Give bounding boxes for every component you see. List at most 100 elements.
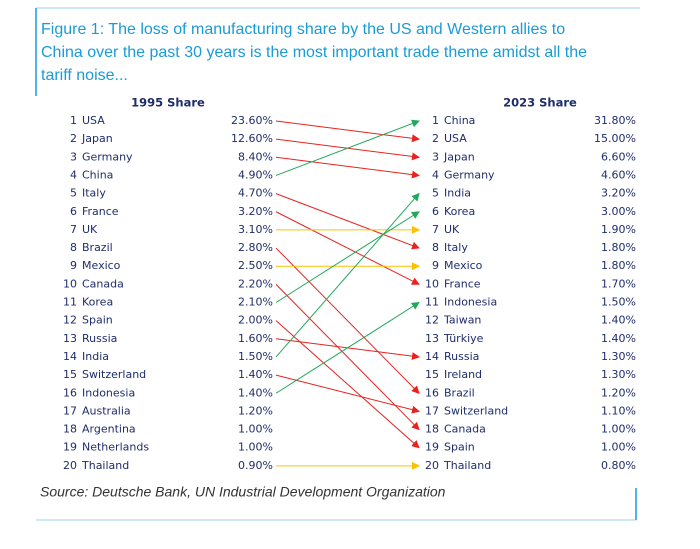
right-share: 3.20% [601,187,636,200]
left-rank: 4 [70,168,77,181]
right-share: 4.60% [601,168,636,181]
left-country: India [82,350,109,363]
right-share: 1.40% [601,332,636,345]
right-country: UK [444,223,460,236]
left-share: 2.80% [238,241,273,254]
right-rank: 12 [425,314,439,327]
left-rank: 6 [70,205,77,218]
right-country: Türkiye [443,332,484,345]
left-rank: 10 [63,277,77,290]
right-rank: 13 [425,332,439,345]
left-country: UK [82,223,98,236]
rank-arrow [275,247,420,394]
left-country: Thailand [81,459,129,472]
rank-arrow [275,193,420,250]
left-share: 23.60% [231,114,273,127]
right-country: Indonesia [444,296,497,309]
left-country: China [82,168,113,181]
right-rank: 18 [425,423,439,436]
right-share: 1.50% [601,296,636,309]
rank-arrow [275,156,420,179]
left-country: Italy [82,187,106,200]
rank-arrow [275,192,420,358]
right-country: France [444,277,481,290]
right-rank: 3 [432,150,439,163]
title-line: tariff noise... [41,67,128,84]
right-country: China [444,114,475,127]
right-share: 15.00% [594,132,636,145]
right-share: 1.40% [601,314,636,327]
right-country: Italy [444,241,468,254]
right-rank: 2 [432,132,439,145]
right-share: 1.70% [601,277,636,290]
right-share: 1.00% [601,423,636,436]
left-country: Switzerland [82,368,146,381]
right-header: 2023 Share [503,96,577,110]
left-share: 1.40% [238,368,273,381]
right-country: Thailand [443,459,491,472]
left-rank: 1 [70,114,77,127]
left-share: 4.70% [238,187,273,200]
right-country: Spain [444,441,475,454]
right-country: India [444,187,471,200]
left-country: USA [82,114,105,127]
left-country: Mexico [82,259,121,272]
left-rank: 18 [63,423,77,436]
right-country: Germany [444,168,495,181]
right-rank: 5 [432,187,439,200]
left-country: Korea [82,296,113,309]
left-rank: 5 [70,187,77,200]
right-country: Ireland [444,368,482,381]
right-rank: 6 [432,205,439,218]
left-rank: 20 [63,459,77,472]
right-rank: 15 [425,368,439,381]
left-rank: 13 [63,332,77,345]
rank-arrow [275,120,420,143]
left-rank: 12 [63,314,77,327]
right-share: 1.20% [601,386,636,399]
left-rank: 9 [70,259,77,272]
right-share: 0.80% [601,459,636,472]
right-share: 6.60% [601,150,636,163]
left-share: 3.20% [238,205,273,218]
title-line: Figure 1: The loss of manufacturing shar… [41,21,565,38]
right-rank: 9 [432,259,439,272]
right-share: 1.80% [601,241,636,254]
source: Source: Deutsche Bank, UN Industrial Dev… [40,484,446,500]
right-rank: 7 [432,223,439,236]
rank-arrow [275,211,420,285]
right-rank: 16 [425,386,439,399]
right-rank: 1 [432,114,439,127]
left-share: 4.90% [238,168,273,181]
left-country: Spain [82,314,113,327]
left-rank: 19 [63,441,77,454]
left-rank: 17 [63,404,77,417]
left-share: 2.50% [238,259,273,272]
rank-arrow [275,301,420,394]
left-rank: 7 [70,223,77,236]
right-rank: 8 [432,241,439,254]
left-country: Canada [82,277,124,290]
rank-arrow [275,320,420,449]
right-share: 1.10% [601,404,636,417]
left-rank: 14 [63,350,77,363]
left-share: 1.60% [238,332,273,345]
right-share: 1.30% [601,350,636,363]
left-country: Netherlands [82,441,149,454]
right-country: Taiwan [443,314,481,327]
right-rank: 4 [432,168,439,181]
right-rank: 11 [425,296,439,309]
left-share: 12.60% [231,132,273,145]
left-share: 1.40% [238,386,273,399]
right-rank: 17 [425,404,439,417]
left-rank: 11 [63,296,77,309]
left-share: 3.10% [238,223,273,236]
title-line: China over the past 30 years is the most… [41,44,587,61]
right-country: USA [444,132,467,145]
right-country: Brazil [444,386,475,399]
left-share: 2.10% [238,296,273,309]
rank-arrow [275,119,420,176]
right-rank: 14 [425,350,439,363]
